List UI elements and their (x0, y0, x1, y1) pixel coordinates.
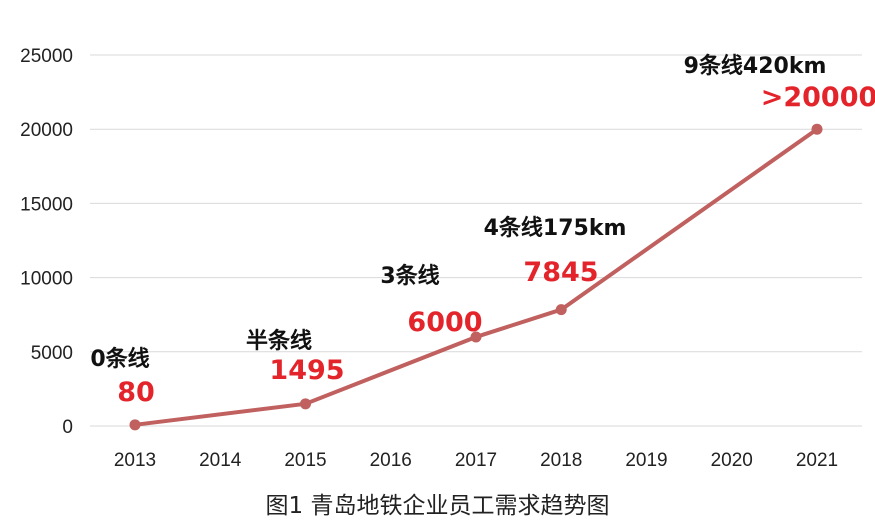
value-label: >20000 (761, 82, 875, 113)
y-tick-label: 25000 (20, 46, 73, 67)
value-label: 7845 (523, 257, 598, 288)
x-tick-label: 2016 (370, 450, 412, 471)
y-tick-label: 10000 (20, 269, 73, 290)
y-tick-label: 20000 (20, 120, 73, 141)
y-tick-label: 5000 (31, 343, 73, 364)
series-line (133, 127, 819, 427)
line-chart: 0 5000 10000 15000 20000 25000 2013 2014 2015 201… (20, 46, 875, 471)
data-point (555, 304, 567, 316)
data-point (300, 398, 311, 410)
x-tick-label: 2020 (711, 450, 753, 471)
data-point (129, 419, 141, 431)
x-tick-label: 2018 (540, 450, 582, 471)
value-label: 6000 (407, 307, 482, 338)
x-tick-label: 2021 (796, 450, 838, 471)
x-tick-label: 2017 (455, 450, 497, 471)
data-point (811, 123, 823, 135)
value-label: 80 (117, 377, 155, 408)
line-count-label: 9条线420km (684, 53, 827, 79)
y-tick-label: 15000 (20, 194, 73, 215)
data-point (470, 331, 482, 343)
figure-caption: 图1 青岛地铁企业员工需求趋势图 (265, 493, 610, 519)
line-count-label: 半条线 (246, 328, 312, 354)
value-label: 1495 (269, 355, 344, 386)
x-tick-label: 2019 (625, 450, 667, 471)
line-count-label: 4条线175km (484, 215, 627, 241)
line-count-label: 3条线 (380, 263, 439, 289)
y-tick-label: 0 (62, 417, 73, 438)
x-tick-label: 2015 (284, 450, 326, 471)
x-tick-label: 2014 (199, 450, 242, 471)
line-count-label: 0条线 (90, 346, 149, 372)
x-tick-label: 2013 (114, 450, 156, 471)
